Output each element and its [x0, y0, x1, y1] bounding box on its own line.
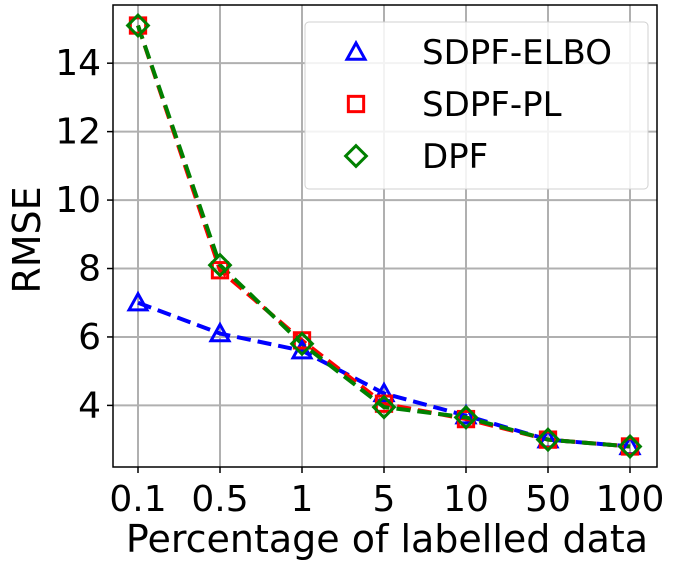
series-markers	[125, 13, 643, 459]
x-tick-label: 5	[373, 479, 396, 520]
y-tick-label: 8	[78, 249, 101, 290]
data-point-sdpf-pl	[538, 430, 558, 449]
data-point-sdpf-pl	[210, 261, 230, 280]
legend-label: SDPF-PL	[422, 85, 562, 125]
data-point-dpf	[617, 433, 643, 459]
y-tick-label: 12	[55, 112, 101, 153]
data-point-dpf	[125, 13, 151, 39]
y-tick-labels: 4 6 8 10 12 14	[55, 43, 113, 426]
legend-marker	[346, 94, 366, 114]
data-point-sdpf-elbo	[208, 321, 232, 343]
x-tick-labels: 0.1 0.5 1 5 10 50 100	[109, 467, 664, 520]
legend-marker	[343, 143, 369, 169]
data-point-dpf	[453, 404, 479, 430]
y-axis-title: RMSE	[5, 186, 49, 293]
legend-box	[304, 21, 649, 190]
legend-label: SDPF-ELBO	[422, 33, 612, 73]
data-point-dpf	[371, 394, 397, 420]
data-point-dpf	[207, 252, 233, 278]
data-point-dpf	[289, 331, 315, 357]
y-tick-label: 6	[78, 317, 101, 358]
x-tick-label: 10	[443, 479, 489, 520]
data-point-sdpf-elbo	[454, 403, 478, 425]
data-point-sdpf-elbo	[126, 290, 150, 312]
legend-label: DPF	[422, 137, 488, 177]
series-line-dpf	[136, 24, 631, 449]
x-tick-label: 50	[525, 479, 571, 520]
data-point-dpf	[535, 427, 561, 453]
x-tick-label: 100	[596, 479, 665, 520]
data-point-sdpf-pl	[620, 437, 640, 456]
x-tick-label: 0.5	[191, 479, 248, 520]
legend: SDPF-ELBO SDPF-PL DPF	[304, 21, 649, 190]
legend-marker	[344, 39, 368, 61]
y-tick-label: 10	[55, 180, 101, 221]
series-line-sdpf-elbo	[137, 300, 631, 449]
x-tick-label: 0.1	[109, 479, 166, 520]
series-lines	[136, 24, 631, 449]
y-tick-label: 4	[78, 385, 101, 426]
data-point-sdpf-elbo	[372, 381, 396, 403]
y-tick-label: 14	[55, 43, 101, 84]
x-tick-label: 1	[291, 479, 314, 520]
plot-frame	[112, 4, 658, 468]
data-point-sdpf-pl	[128, 16, 148, 35]
x-axis-title: Percentage of labelled data	[126, 517, 648, 561]
